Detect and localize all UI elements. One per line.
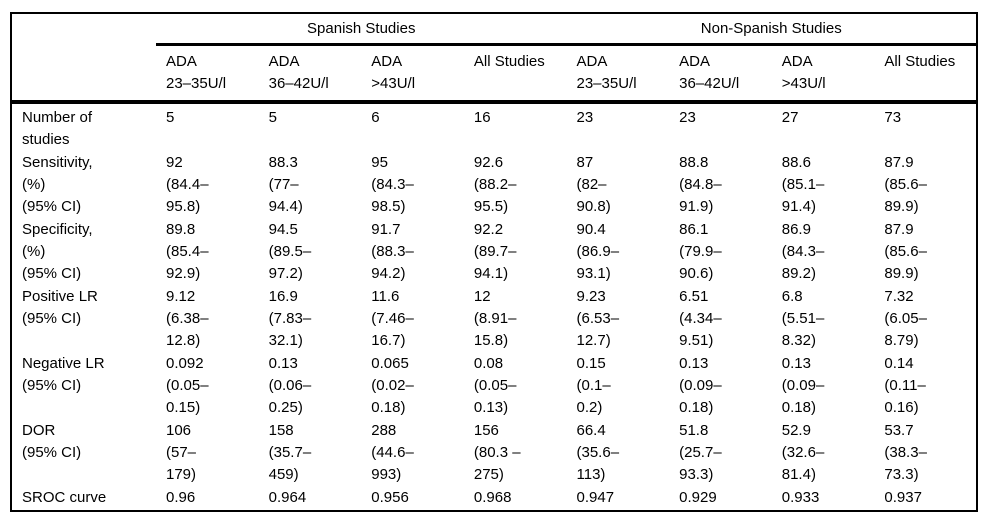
data-cell: 5 xyxy=(268,109,277,126)
data-cell: 86.1 (79.9– 90.6) xyxy=(679,221,722,282)
data-cell: 27 xyxy=(781,109,799,126)
data-cell: 9.23 (6.53– 12.7) xyxy=(576,288,620,349)
column-header-spanish-ada-36-42: ADA 36–42U/l xyxy=(258,44,362,104)
data-cell: 87 (82– 90.8) xyxy=(576,154,611,215)
data-cell: 92 (84.4– 95.8) xyxy=(166,154,209,215)
data-cell: 0.13 (0.09– 0.18) xyxy=(781,355,825,416)
data-cell: 0.08 (0.05– 0.13) xyxy=(473,355,517,416)
group-header-non-spanish-studies: Non-Spanish Studies xyxy=(566,13,977,46)
data-cell: 90.4 (86.9– 93.1) xyxy=(576,221,620,282)
row-label: Sensitivity, (%) (95% CI) xyxy=(22,154,93,215)
data-cell: 0.13 (0.09– 0.18) xyxy=(679,355,722,416)
data-cell: 5 xyxy=(166,109,175,126)
data-cell: 91.7 (88.3– 94.2) xyxy=(371,221,414,282)
data-cell: 7.32 (6.05– 8.79) xyxy=(884,288,927,349)
data-cell: 0.15 (0.1– 0.2) xyxy=(576,355,611,416)
row-label: Number of studies xyxy=(22,109,93,148)
group-header-spanish-studies: Spanish Studies xyxy=(156,13,567,46)
table-body: Number of studies 5 5 6 16 23 23 27 73 Sensitivit… xyxy=(11,102,977,511)
data-cell: 23 xyxy=(576,109,594,126)
data-cell: 9.12 (6.38– 12.8) xyxy=(166,288,209,349)
data-cell: 12 (8.91– 15.8) xyxy=(473,288,517,349)
column-header-spanish-ada-43: ADA >43U/l xyxy=(361,44,464,104)
data-cell: 52.9 (32.6– 81.4) xyxy=(781,422,825,483)
data-cell: 158 (35.7– 459) xyxy=(268,422,312,483)
row-label: Specificity, (%) (95% CI) xyxy=(22,221,93,282)
row-label: DOR (95% CI) xyxy=(22,422,82,461)
column-header-nonspanish-ada-43: ADA >43U/l xyxy=(771,44,875,104)
data-cell: 0.13 (0.06– 0.25) xyxy=(268,355,312,416)
table-row: SROC curve 0.96 0.964 0.956 0.968 0.947 0.929 0… xyxy=(11,487,977,511)
table-row: Negative LR (95% CI) 0.092 (0.05– 0.15) 0.… xyxy=(11,353,977,420)
data-cell: 16 xyxy=(473,109,491,126)
data-cell: 23 xyxy=(679,109,696,126)
column-header-spanish-all-studies: All Studies xyxy=(463,44,567,104)
data-cell: 0.929 xyxy=(679,489,717,506)
data-cell: 87.9 (85.6– 89.9) xyxy=(884,154,927,215)
data-cell: 89.8 (85.4– 92.9) xyxy=(166,221,209,282)
diagnostic-accuracy-table: Spanish Studies Non-Spanish Studies ADA … xyxy=(10,12,978,512)
column-header-row: ADA 23–35U/l ADA 36–42U/l ADA >43U/l All… xyxy=(11,44,977,104)
data-cell: 0.96 xyxy=(166,489,196,506)
data-cell: 73 xyxy=(884,109,902,126)
data-cell: 53.7 (38.3– 73.3) xyxy=(884,422,927,483)
table-row: Number of studies 5 5 6 16 23 23 27 73 xyxy=(11,102,977,152)
data-cell: 0.065 (0.02– 0.18) xyxy=(371,355,414,416)
data-cell: 0.14 (0.11– 0.16) xyxy=(884,355,926,416)
data-cell: 94.5 (89.5– 97.2) xyxy=(268,221,312,282)
corner-cell xyxy=(11,13,156,45)
column-header-nonspanish-ada-23-35: ADA 23–35U/l xyxy=(566,44,670,104)
table-row: Positive LR (95% CI) 9.12 (6.38– 12.8) 16.… xyxy=(11,286,977,353)
data-cell: 66.4 (35.6– 113) xyxy=(576,422,620,483)
column-header-nonspanish-all-studies: All Studies xyxy=(874,44,977,104)
data-cell: 95 (84.3– 98.5) xyxy=(371,154,414,215)
data-cell: 86.9 (84.3– 89.2) xyxy=(781,221,825,282)
row-label: Negative LR (95% CI) xyxy=(22,355,105,394)
corner-cell-lower xyxy=(11,44,156,104)
data-cell: 6.8 (5.51– 8.32) xyxy=(781,288,825,349)
data-cell: 92.2 (89.7– 94.1) xyxy=(473,221,517,282)
data-cell: 87.9 (85.6– 89.9) xyxy=(884,221,927,282)
row-label: Positive LR (95% CI) xyxy=(22,288,98,327)
data-cell: 0.968 xyxy=(473,489,512,506)
data-cell: 88.8 (84.8– 91.9) xyxy=(679,154,722,215)
data-cell: 0.933 xyxy=(781,489,820,506)
data-cell: 0.947 xyxy=(576,489,615,506)
data-cell: 0.092 (0.05– 0.15) xyxy=(166,355,209,416)
column-header-nonspanish-ada-36-42: ADA 36–42U/l xyxy=(669,44,772,104)
data-cell: 11.6 (7.46– 16.7) xyxy=(371,288,414,349)
data-cell: 106 (57– 179) xyxy=(166,422,197,483)
data-cell: 156 (80.3 – 275) xyxy=(473,422,521,483)
data-cell: 6 xyxy=(371,109,380,126)
data-cell: 288 (44.6– 993) xyxy=(371,422,414,483)
table-row: Sensitivity, (%) (95% CI) 92 (84.4– 95.8)… xyxy=(11,152,977,219)
data-cell: 0.956 xyxy=(371,489,409,506)
data-cell: 51.8 (25.7– 93.3) xyxy=(679,422,722,483)
group-header-row: Spanish Studies Non-Spanish Studies xyxy=(11,13,977,46)
data-cell: 0.964 xyxy=(268,489,307,506)
table-row: DOR (95% CI) 106 (57– 179) 158 (35.7– 459)… xyxy=(11,420,977,487)
table-row: Specificity, (%) (95% CI) 89.8 (85.4– 92.… xyxy=(11,219,977,286)
row-label: SROC curve xyxy=(22,489,107,506)
data-cell: 0.937 xyxy=(884,489,922,506)
data-cell: 6.51 (4.34– 9.51) xyxy=(679,288,722,349)
column-header-spanish-ada-23-35: ADA 23–35U/l xyxy=(156,44,259,104)
data-cell: 92.6 (88.2– 95.5) xyxy=(473,154,517,215)
data-cell: 16.9 (7.83– 32.1) xyxy=(268,288,312,349)
data-cell: 88.3 (77– 94.4) xyxy=(268,154,303,215)
data-cell: 88.6 (85.1– 91.4) xyxy=(781,154,825,215)
